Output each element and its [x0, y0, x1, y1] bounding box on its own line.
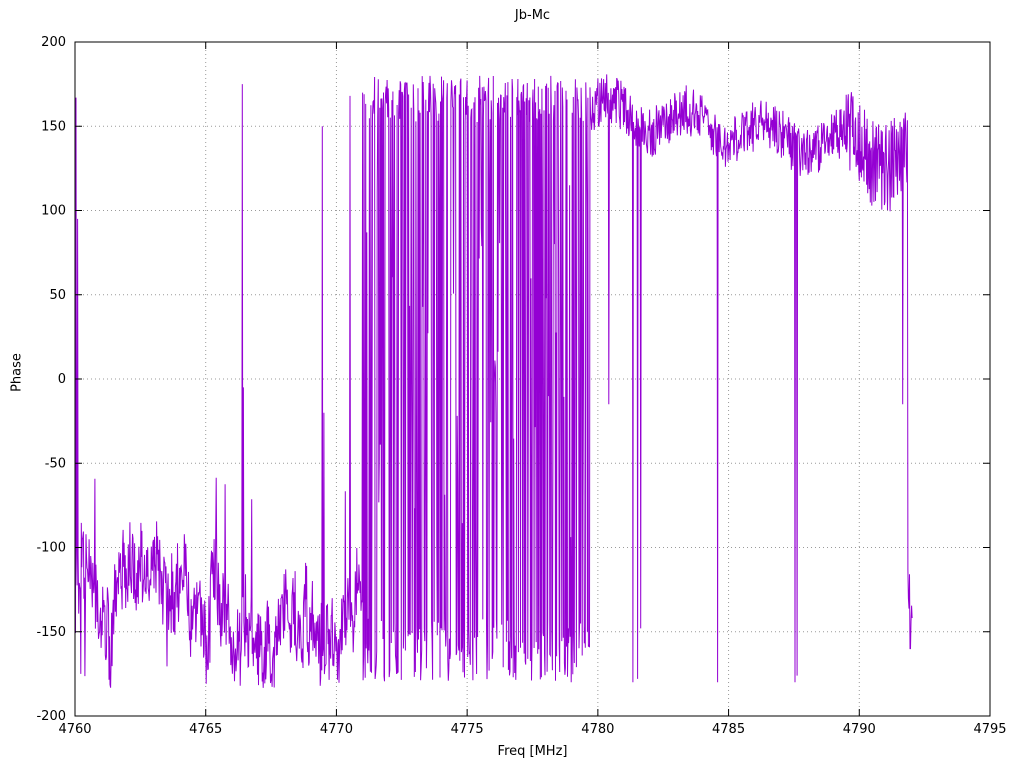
y-tick-label: -150	[36, 625, 66, 640]
y-axis-label: Phase	[9, 353, 25, 392]
chart-title: Jb-Mc	[514, 8, 551, 23]
y-tick-label: -200	[36, 709, 66, 724]
x-axis-label: Freq [MHz]	[497, 744, 568, 759]
x-tick-label: 4795	[973, 722, 1006, 737]
y-tick-label: 50	[49, 288, 66, 303]
x-tick-label: 4790	[843, 722, 876, 737]
x-tick-label: 4775	[451, 722, 484, 737]
y-tick-label: 200	[41, 35, 66, 50]
y-tick-label: 100	[41, 204, 66, 219]
x-tick-label: 4770	[320, 722, 353, 737]
y-tick-label: -100	[36, 541, 66, 556]
phase-trace	[74, 74, 913, 688]
x-tick-label: 4785	[712, 722, 745, 737]
y-tick-label: 0	[58, 372, 66, 387]
y-tick-label: -50	[45, 456, 66, 471]
x-tick-label: 4765	[189, 722, 222, 737]
x-tick-label: 4760	[58, 722, 91, 737]
y-tick-label: 150	[41, 119, 66, 134]
x-tick-label: 4780	[581, 722, 614, 737]
